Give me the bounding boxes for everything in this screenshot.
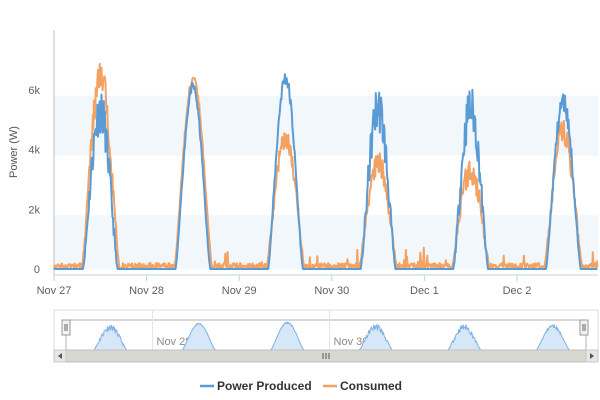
y-axis-ticks: 0 2k 4k 6k xyxy=(28,85,40,276)
series-layer xyxy=(53,62,599,270)
y-tick-label: 0 xyxy=(34,264,40,276)
legend: Power Produced Consumed xyxy=(200,379,402,393)
navigator-ticks: Nov 28 Nov 30 xyxy=(152,310,369,350)
plot-band-0 xyxy=(54,215,598,270)
navigator-background xyxy=(53,309,599,351)
legend-label: Power Produced xyxy=(217,379,312,393)
scrollbar[interactable] xyxy=(53,349,599,363)
x-tick-label: Nov 29 xyxy=(222,285,257,297)
navigator-tick-label: Nov 30 xyxy=(334,336,369,348)
navigator-left-handle[interactable] xyxy=(61,319,71,336)
y-tick-label: 4k xyxy=(28,145,40,157)
plot-bands xyxy=(54,95,598,270)
x-tick-label: Nov 27 xyxy=(37,285,72,297)
legend-item-power-produced[interactable]: Power Produced xyxy=(200,379,312,393)
y-axis-label: Power (W) xyxy=(8,126,20,178)
series-line-consumed xyxy=(53,62,599,270)
scroll-right-button[interactable] xyxy=(585,349,599,363)
series-line-power-produced xyxy=(53,73,598,270)
navigator-right-handle[interactable] xyxy=(579,319,589,336)
legend-item-consumed[interactable]: Consumed xyxy=(323,379,402,393)
x-tick-label: Dec 2 xyxy=(503,285,532,297)
navigator-selection[interactable] xyxy=(65,319,587,351)
x-axis-ticks: Nov 27 Nov 28 Nov 29 Nov 30 Dec 1 Dec 2 xyxy=(37,275,532,297)
scroll-left-button[interactable] xyxy=(53,349,67,363)
y-tick-label: 2k xyxy=(28,204,40,216)
x-tick-label: Dec 1 xyxy=(410,285,439,297)
x-tick-label: Nov 28 xyxy=(129,285,164,297)
navigator-tick-label: Nov 28 xyxy=(157,336,192,348)
legend-label: Consumed xyxy=(340,379,402,393)
x-tick-label: Nov 30 xyxy=(314,285,349,297)
y-tick-label: 6k xyxy=(28,85,40,97)
scrollbar-grip xyxy=(322,353,330,359)
plot-band-1 xyxy=(54,95,598,156)
navigator[interactable]: Nov 28 Nov 30 xyxy=(53,309,599,351)
